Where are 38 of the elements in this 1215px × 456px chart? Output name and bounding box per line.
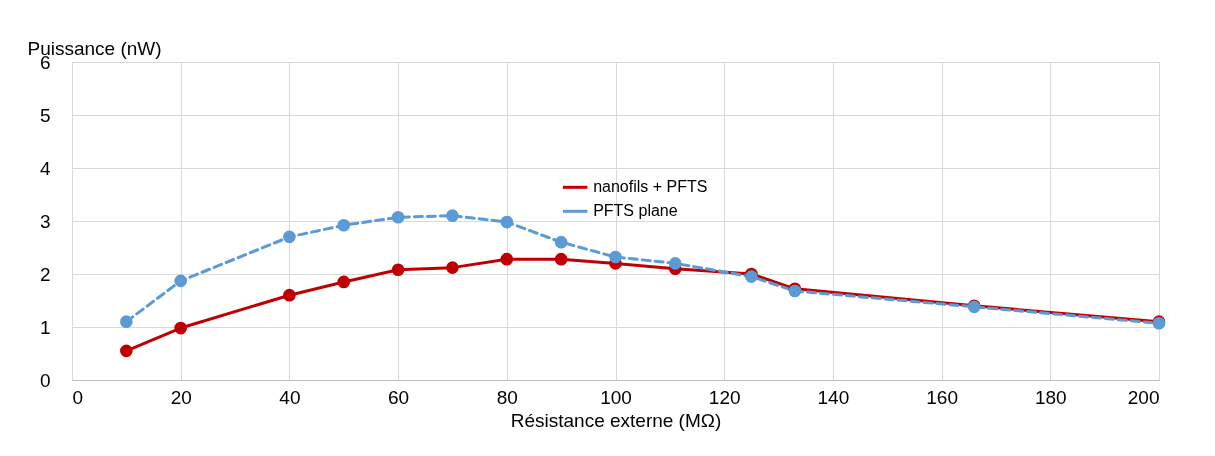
- legend-label: PFTS plane: [593, 202, 678, 220]
- x-tick-label: 140: [817, 386, 850, 408]
- y-tick-label: 4: [39, 157, 51, 179]
- point: [500, 215, 514, 229]
- x-tick-label: 60: [388, 386, 410, 408]
- y-tick-label: 2: [39, 263, 51, 285]
- x-tick-label: 80: [496, 386, 518, 408]
- point: [174, 321, 188, 335]
- point: [283, 288, 296, 302]
- point: [554, 252, 568, 266]
- point: [668, 257, 682, 270]
- point: [446, 209, 459, 223]
- point: [609, 250, 622, 264]
- x-tick-label: 180: [1034, 386, 1067, 408]
- point: [283, 230, 296, 244]
- point: [337, 275, 351, 289]
- x-tick-label: 20: [170, 386, 192, 408]
- point: [554, 235, 568, 249]
- x-tick-label: 120: [708, 386, 741, 408]
- point: [391, 210, 405, 224]
- point: [120, 315, 133, 329]
- point: [391, 263, 405, 277]
- y-tick-label: 0: [39, 369, 51, 391]
- legend-label: nanofils + PFTS: [593, 178, 708, 196]
- x-axis-title: Résistance externe (MΩ): [510, 409, 722, 431]
- point: [446, 261, 459, 274]
- point: [174, 274, 188, 288]
- point: [500, 252, 514, 266]
- point: [120, 344, 133, 358]
- point: [337, 218, 351, 232]
- y-tick-label: 5: [39, 104, 51, 126]
- x-tick-label: 100: [600, 386, 632, 408]
- y-tick-label: 3: [39, 210, 51, 232]
- x-tick-label: 200: [1127, 386, 1160, 408]
- x-tick-label: 0: [72, 386, 84, 408]
- x-tick-label: 40: [279, 386, 301, 408]
- y-tick-label: 1: [39, 316, 51, 338]
- x-tick-label: 160: [926, 386, 958, 408]
